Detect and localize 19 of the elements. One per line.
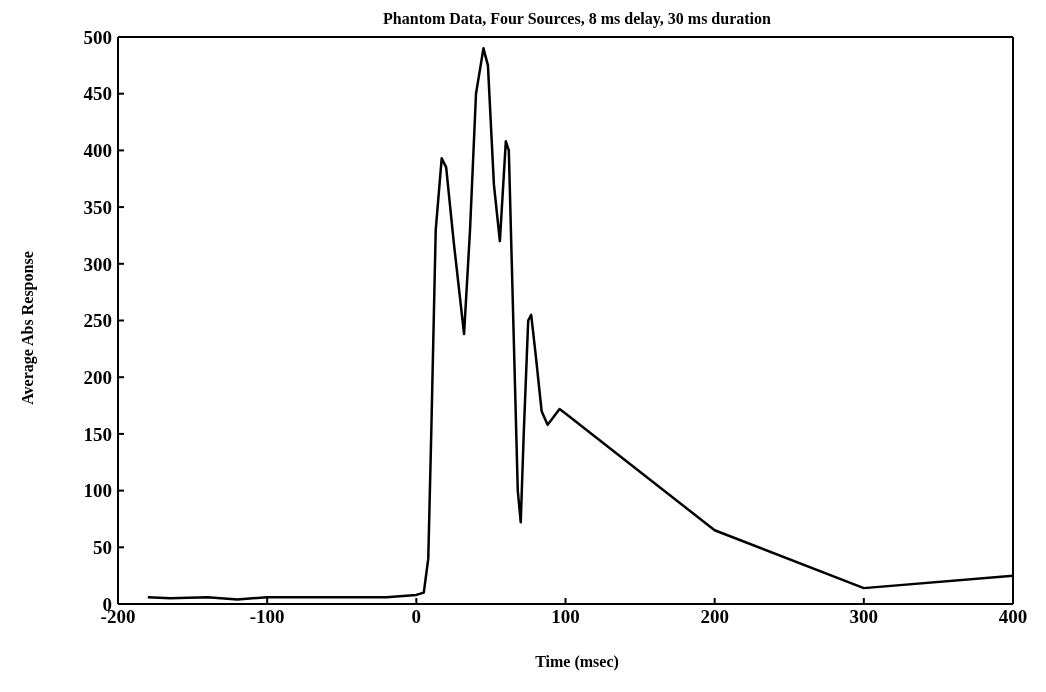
chart-title: Phantom Data, Four Sources, 8 ms delay, 30 ms duration — [382, 10, 772, 28]
x-tick-label: 0 — [411, 606, 422, 628]
x-tick-label: 400 — [998, 606, 1028, 628]
x-tick-label: -100 — [249, 606, 285, 628]
y-tick-label: 100 — [83, 480, 112, 502]
y-tick-label: 350 — [83, 196, 112, 218]
y-tick-label: 450 — [83, 83, 112, 105]
y-tick-label: 150 — [83, 423, 112, 445]
y-axis-title: Average Abs Response — [19, 251, 37, 405]
y-tick-label: 250 — [83, 310, 112, 332]
y-tick-label: 300 — [83, 253, 112, 275]
x-tick-label: 300 — [849, 606, 879, 628]
y-tick-label: 500 — [83, 26, 112, 48]
y-tick-label: 200 — [83, 366, 112, 388]
x-tick-label: 200 — [700, 606, 729, 628]
x-tick-label: 100 — [551, 606, 580, 628]
y-tick-label: 400 — [83, 140, 112, 162]
x-axis-title: Time (msec) — [534, 653, 620, 671]
y-tick-label: 50 — [93, 537, 112, 559]
